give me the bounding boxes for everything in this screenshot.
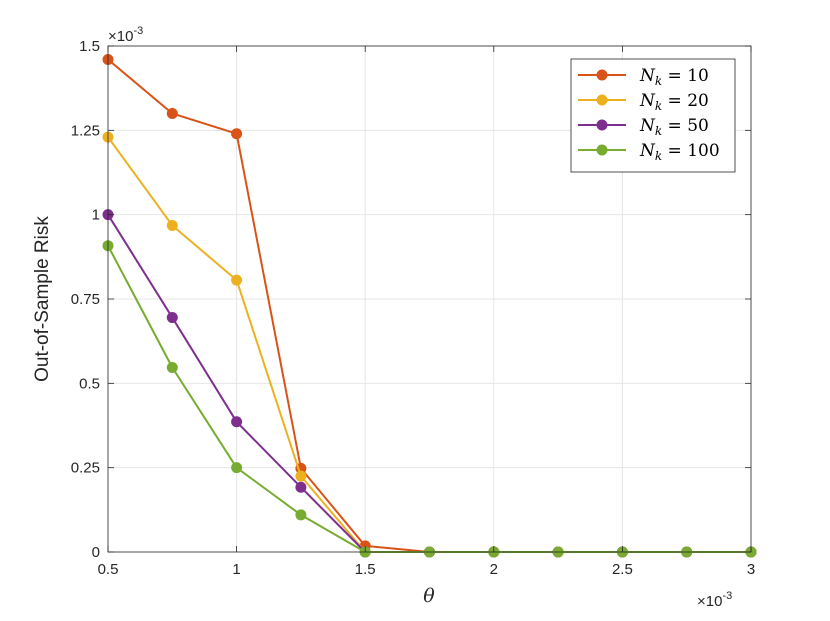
y-tick-label: 0.75 (71, 291, 100, 308)
x-tick-label: 2 (490, 561, 498, 578)
y-tick-label: 1.25 (71, 122, 100, 139)
legend-item: Nk = 50 (578, 116, 709, 138)
x-tick-label: 2.5 (612, 561, 633, 578)
data-point (166, 219, 178, 231)
legend-label: Nk = 20 (639, 91, 709, 113)
data-point (231, 462, 243, 474)
legend-label: Nk = 10 (639, 66, 709, 88)
data-point (166, 312, 178, 324)
legend: Nk = 10 Nk = 20 Nk = 50 Nk = 100 (570, 58, 736, 173)
data-point (231, 416, 243, 428)
y-tick-label: 0.25 (71, 460, 100, 477)
y-tick-label: 1 (92, 207, 100, 224)
legend-marker (596, 94, 608, 106)
data-point (166, 361, 178, 373)
y-tick-label: 0 (92, 544, 100, 561)
legend-item: Nk = 10 (578, 66, 709, 88)
x-multiplier: ×10-3 (697, 590, 732, 610)
y-tick-label: 0.5 (79, 375, 100, 392)
legend-label: Nk = 100 (639, 141, 720, 163)
legend-item: Nk = 100 (578, 141, 720, 163)
x-tick-label: 0.5 (98, 561, 119, 578)
x-axis-label: θ (423, 585, 435, 607)
legend-marker (596, 144, 608, 156)
data-point (295, 470, 307, 482)
x-tick-label: 1 (232, 561, 240, 578)
y-tick-label: 1.5 (79, 38, 100, 55)
data-point (295, 481, 307, 493)
legend-marker (596, 119, 608, 131)
ticks: 0.5 1 1.5 2 2.5 3 0 0.25 0.5 0.75 1 1.25 1.5 (71, 38, 755, 578)
legend-label: Nk = 50 (639, 116, 709, 138)
data-point (166, 107, 178, 119)
x-tick-label: 1.5 (355, 561, 376, 578)
data-point (231, 128, 243, 140)
legend-marker (596, 69, 608, 81)
legend-item: Nk = 20 (578, 91, 709, 113)
x-tick-label: 3 (747, 561, 755, 578)
data-point (231, 274, 243, 286)
y-axis-label: Out-of-Sample Risk (32, 216, 53, 382)
y-multiplier: ×10-3 (108, 25, 143, 45)
data-point (295, 509, 307, 521)
grid (107, 45, 752, 553)
